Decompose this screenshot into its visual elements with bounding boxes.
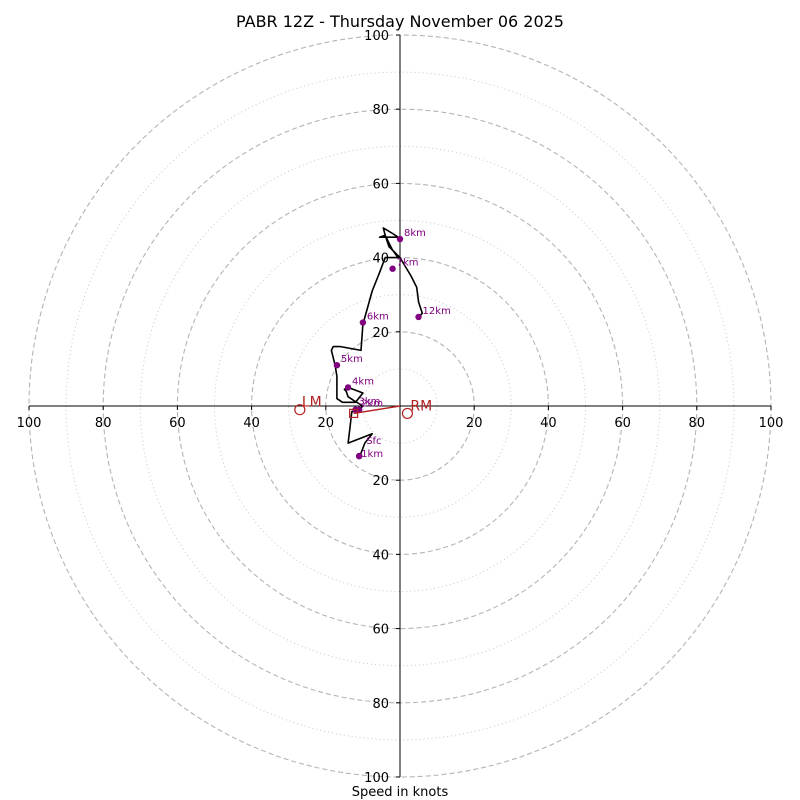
tick-label-bottom: 40 (372, 548, 389, 563)
tick-label-bottom: 100 (364, 771, 389, 786)
trace-line (330, 227, 424, 459)
height-marker-1km (355, 452, 363, 460)
tick-labels: 100 80 60 40 20 20 40 60 80 100 100 80 60 40 20 20 40 60 8… (17, 29, 784, 786)
tick-label-right: 40 (540, 416, 557, 431)
height-label-1km: 1km (361, 449, 383, 460)
height-label-2km: 2km (361, 399, 383, 410)
tick-label-bottom: 60 (372, 623, 389, 638)
lm-marker (294, 404, 306, 416)
height-marker-12km (415, 313, 422, 321)
mean-wind-marker (349, 408, 359, 419)
tick-label-right: 100 (759, 416, 784, 431)
tick-label-bottom: 80 (372, 697, 389, 712)
height-label-7km: 7km (397, 258, 419, 269)
height-label-Sfc: Sfc (366, 436, 381, 447)
tick-label-top: 40 (372, 252, 389, 267)
hodograph-trace (330, 227, 424, 459)
tick-label-left: 100 (17, 416, 42, 431)
shear-vector (353, 405, 401, 415)
tick-label-left: 40 (243, 416, 260, 431)
tick-label-left: 60 (169, 416, 186, 431)
x-axis-label: Speed in knots (352, 785, 449, 800)
chart-title: PABR 12Z - Thursday November 06 2025 (236, 12, 564, 31)
tick-label-top: 100 (364, 29, 389, 44)
tick-label-left: 80 (95, 416, 112, 431)
height-marker-5km (333, 361, 341, 369)
rm-label: RM (410, 398, 432, 414)
tick-label-left: 20 (318, 416, 335, 431)
tick-label-bottom: 20 (372, 474, 389, 489)
tick-label-right: 60 (614, 416, 631, 431)
height-label-8km: 8km (404, 228, 426, 239)
height-label-12km: 12km (423, 306, 451, 317)
height-marker-8km (396, 235, 404, 243)
height-marker-7km (389, 265, 396, 272)
lm-label: LM (302, 395, 322, 411)
tick-label-top: 80 (372, 103, 389, 118)
rm-marker (401, 407, 414, 420)
height-label-3km: 3km (358, 397, 380, 408)
height-label-6km: 6km (367, 312, 389, 323)
height-label-5km: 5km (341, 354, 363, 365)
height-marker-6km (359, 319, 367, 326)
tick-label-right: 80 (689, 416, 706, 431)
height-marker-4km (344, 384, 352, 391)
tick-label-top: 20 (372, 326, 389, 341)
tick-label-top: 60 (372, 177, 389, 192)
tick-label-right: 20 (466, 416, 483, 431)
height-label-4km: 4km (352, 376, 374, 387)
storm-motion: RM LM (294, 395, 432, 420)
